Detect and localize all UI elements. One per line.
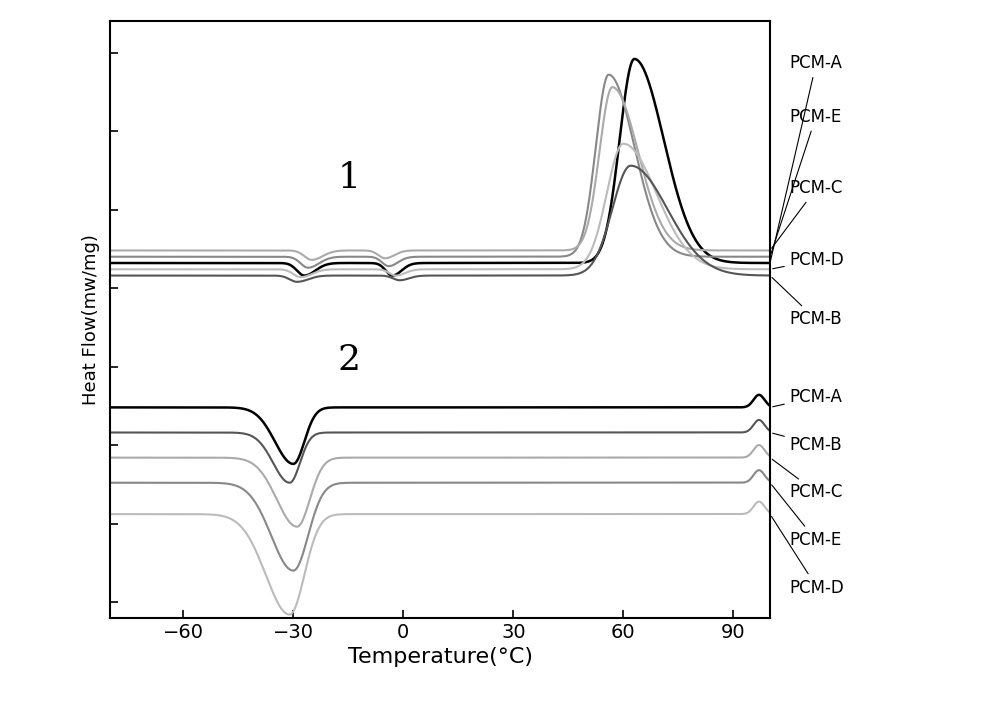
Text: PCM-A: PCM-A bbox=[771, 54, 843, 261]
Text: PCM-B: PCM-B bbox=[773, 433, 842, 454]
Text: PCM-D: PCM-D bbox=[771, 516, 845, 597]
Text: PCM-D: PCM-D bbox=[773, 251, 845, 269]
Text: PCM-E: PCM-E bbox=[771, 108, 842, 254]
Text: PCM-C: PCM-C bbox=[772, 459, 843, 501]
X-axis label: Temperature(°C): Temperature(°C) bbox=[348, 647, 532, 667]
Text: PCM-E: PCM-E bbox=[772, 485, 842, 549]
Y-axis label: Heat Flow(mw/mg): Heat Flow(mw/mg) bbox=[82, 234, 100, 405]
Text: PCM-B: PCM-B bbox=[772, 278, 842, 329]
Text: 2: 2 bbox=[337, 343, 360, 377]
Text: PCM-A: PCM-A bbox=[773, 388, 843, 407]
Text: PCM-C: PCM-C bbox=[772, 180, 843, 248]
Text: 1: 1 bbox=[337, 160, 360, 195]
